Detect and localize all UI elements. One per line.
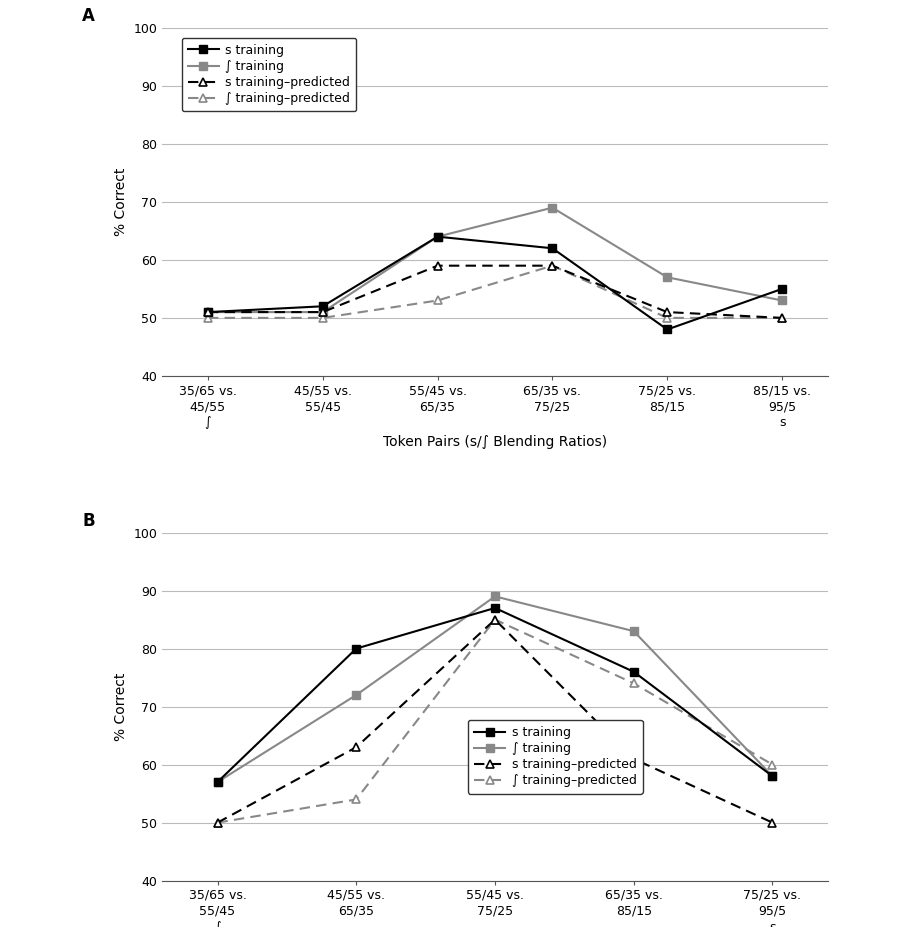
Y-axis label: % Correct: % Correct [113,672,128,741]
Legend: s training, ∫ training, s training–predicted, ∫ training–predicted: s training, ∫ training, s training–predi… [468,719,643,794]
Text: B: B [82,512,94,529]
Y-axis label: % Correct: % Correct [113,168,128,236]
Legend: s training, ∫ training, s training–predicted, ∫ training–predicted: s training, ∫ training, s training–predi… [182,37,356,111]
X-axis label: Token Pairs (s/∫ Blending Ratios): Token Pairs (s/∫ Blending Ratios) [382,435,608,449]
Text: A: A [82,6,95,25]
